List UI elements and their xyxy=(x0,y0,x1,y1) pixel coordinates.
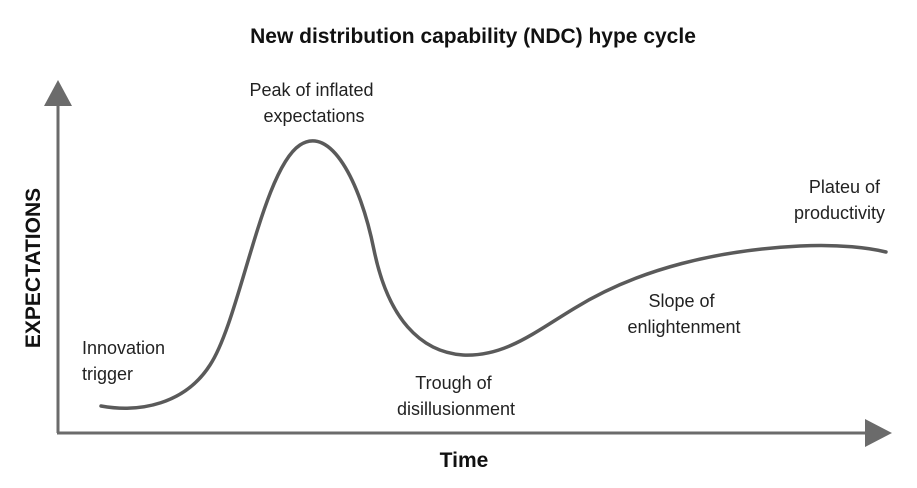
label-innovation-trigger: Innovation trigger xyxy=(82,338,170,384)
label-plateau-of-productivity: Plateu of productivity xyxy=(794,177,885,223)
label-trough-line2: disillusionment xyxy=(397,399,515,419)
label-trough-of-disillusionment: Trough of disillusionment xyxy=(397,373,515,419)
label-slope-line2: enlightenment xyxy=(627,317,740,337)
label-plateau-line1: Plateu of xyxy=(809,177,881,197)
label-trough-line1: Trough of xyxy=(415,373,492,393)
label-peak-line1: Peak of inflated xyxy=(249,80,373,100)
x-axis-arrowhead xyxy=(865,419,892,447)
label-innovation-trigger-line1: Innovation xyxy=(82,338,165,358)
hype-curve xyxy=(99,139,888,410)
label-peak-of-inflated-expectations: Peak of inflated expectations xyxy=(249,80,378,126)
diagram-title: New distribution capability (NDC) hype c… xyxy=(250,25,696,48)
y-axis-arrowhead xyxy=(44,80,72,106)
label-peak-line2: expectations xyxy=(263,106,364,126)
y-axis-title: EXPECTATIONS xyxy=(22,188,45,348)
x-axis-title: Time xyxy=(440,449,489,472)
label-plateau-line2: productivity xyxy=(794,203,885,223)
label-slope-line1: Slope of xyxy=(648,291,715,311)
label-innovation-trigger-line2: trigger xyxy=(82,364,133,384)
label-slope-of-enlightenment: Slope of enlightenment xyxy=(627,291,740,337)
